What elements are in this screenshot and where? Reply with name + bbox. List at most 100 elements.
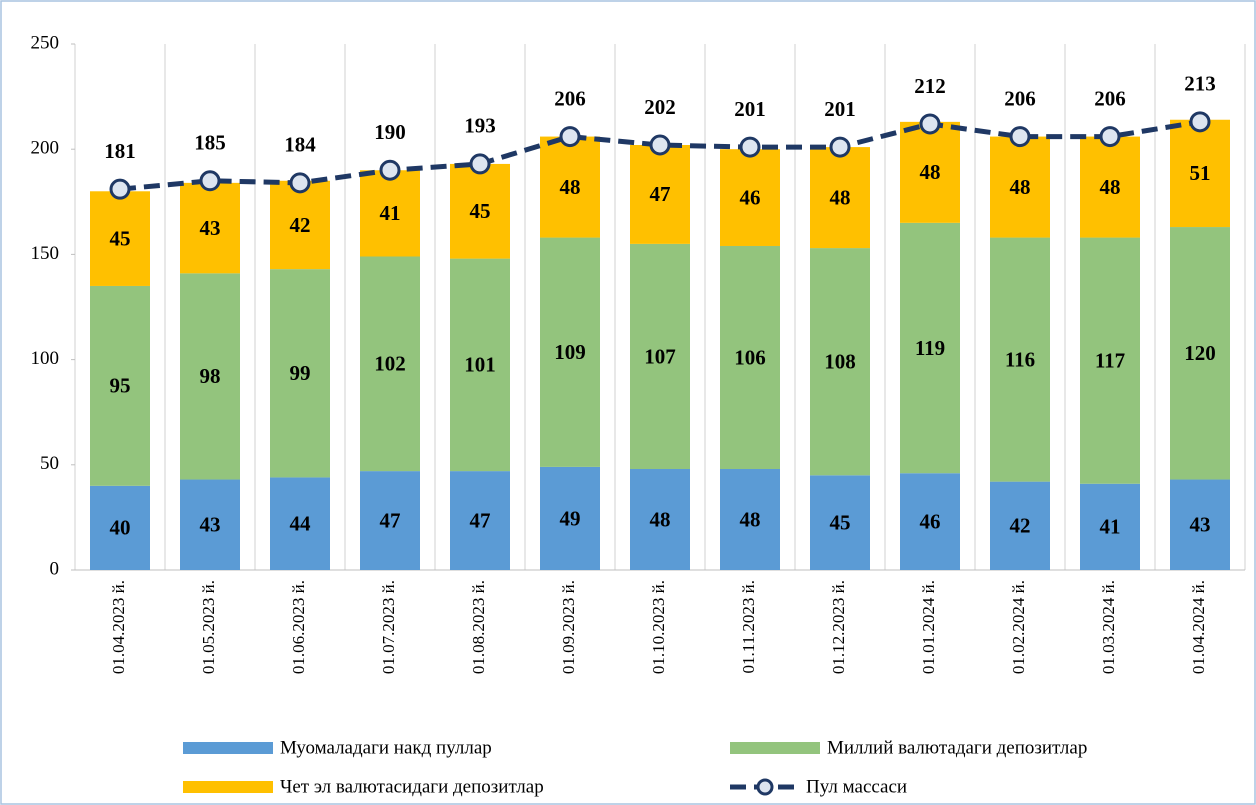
- total-label: 185: [194, 131, 226, 155]
- data-label: 48: [650, 507, 671, 531]
- x-tick-label: 01.06.2023 й.: [289, 580, 308, 674]
- bar-segment: [1170, 479, 1230, 570]
- bar-segment: [270, 477, 330, 570]
- data-label: 42: [290, 213, 311, 237]
- x-tick-label: 01.04.2024 й.: [1189, 580, 1208, 674]
- total-label: 181: [104, 139, 136, 163]
- data-label: 43: [1190, 513, 1211, 537]
- data-label: 47: [380, 508, 401, 532]
- y-tick-label: 0: [50, 558, 60, 579]
- total-label: 190: [374, 120, 406, 144]
- x-tick-label: 01.02.2024 й.: [1009, 580, 1028, 674]
- legend-swatch: [730, 742, 820, 754]
- total-label: 212: [914, 74, 946, 98]
- bar-segment: [810, 248, 870, 476]
- data-label: 101: [464, 353, 496, 377]
- data-label: 106: [734, 345, 766, 369]
- data-label: 119: [915, 336, 945, 360]
- x-tick-label: 01.11.2023 й.: [739, 580, 758, 673]
- bar-segment: [180, 479, 240, 570]
- line-marker: [1009, 126, 1031, 148]
- data-label: 108: [824, 350, 856, 374]
- data-label: 109: [554, 340, 586, 364]
- line-marker: [1099, 126, 1121, 148]
- total-label: 184: [284, 133, 316, 157]
- bar-segment: [1170, 227, 1230, 480]
- legend-label: Пул массаси: [806, 776, 907, 797]
- bar-segment: [90, 285, 150, 486]
- x-tick-label: 01.04.2023 й.: [109, 580, 128, 674]
- total-label: 193: [464, 114, 496, 138]
- bar-segment: [180, 273, 240, 480]
- bar-segment: [630, 469, 690, 570]
- x-tick-label: 01.09.2023 й.: [559, 580, 578, 674]
- data-label: 45: [470, 199, 491, 223]
- y-tick-label: 250: [31, 32, 60, 53]
- line-marker: [109, 178, 131, 200]
- line-marker: [829, 136, 851, 158]
- legend-label: Муомаладаги накд пуллар: [280, 737, 492, 758]
- bar-segment: [630, 144, 690, 244]
- bar-segment: [1080, 237, 1140, 484]
- bar-segment: [810, 147, 870, 249]
- line-marker: [379, 159, 401, 181]
- x-tick-label: 01.05.2023 й.: [199, 580, 218, 674]
- legend-label: Чет эл валютасидаги депозитлар: [280, 776, 544, 797]
- bar-segment: [810, 475, 870, 570]
- bar-segment: [270, 269, 330, 478]
- data-label: 48: [1100, 175, 1121, 199]
- data-label: 48: [1010, 175, 1031, 199]
- legend-swatch: [183, 742, 273, 754]
- bar-segment: [1080, 483, 1140, 570]
- total-label: 201: [734, 97, 766, 121]
- data-label: 48: [920, 160, 941, 184]
- x-tick-label: 01.01.2024 й.: [919, 580, 938, 674]
- bar-segment: [180, 182, 240, 274]
- data-label: 44: [290, 512, 312, 536]
- bar-segment: [990, 481, 1050, 570]
- data-label: 102: [374, 352, 406, 376]
- line-marker: [559, 126, 581, 148]
- bar-segment: [720, 469, 780, 570]
- total-label: 201: [824, 97, 856, 121]
- bar-segment: [360, 170, 420, 257]
- legend-label: Миллий валютадаги депозитлар: [827, 737, 1087, 758]
- legend-marker: [756, 778, 774, 796]
- data-label: 41: [380, 201, 401, 225]
- data-label: 117: [1095, 348, 1125, 372]
- line-marker: [739, 136, 761, 158]
- x-tick-label: 01.12.2023 й.: [829, 580, 848, 674]
- bar-segment: [360, 256, 420, 472]
- bar-segment: [540, 237, 600, 467]
- bar-segment: [90, 485, 150, 570]
- line-marker: [289, 172, 311, 194]
- bar-segment: [540, 136, 600, 238]
- x-tick-label: 01.10.2023 й.: [649, 580, 668, 674]
- data-label: 51: [1190, 161, 1211, 185]
- bar-segment: [1170, 119, 1230, 228]
- y-tick-label: 150: [31, 243, 60, 264]
- data-label: 45: [110, 226, 131, 250]
- bar-segment: [630, 243, 690, 470]
- data-label: 95: [110, 374, 131, 398]
- data-label: 116: [1005, 347, 1035, 371]
- line-marker: [199, 170, 221, 192]
- data-label: 42: [1010, 514, 1031, 538]
- data-label: 41: [1100, 515, 1121, 539]
- data-label: 46: [740, 185, 761, 209]
- x-tick-label: 01.03.2024 й.: [1099, 580, 1118, 674]
- total-label: 206: [1094, 86, 1126, 110]
- bar-segment: [900, 222, 960, 474]
- line-marker: [649, 134, 671, 156]
- bar-segment: [450, 163, 510, 259]
- bar-segment: [360, 471, 420, 570]
- y-tick-label: 100: [31, 348, 60, 369]
- data-label: 45: [830, 510, 851, 534]
- data-label: 46: [920, 509, 941, 533]
- bar-segment: [990, 237, 1050, 482]
- bar-segment: [720, 149, 780, 246]
- data-label: 99: [290, 361, 311, 385]
- data-label: 48: [830, 185, 851, 209]
- bar-segment: [90, 191, 150, 286]
